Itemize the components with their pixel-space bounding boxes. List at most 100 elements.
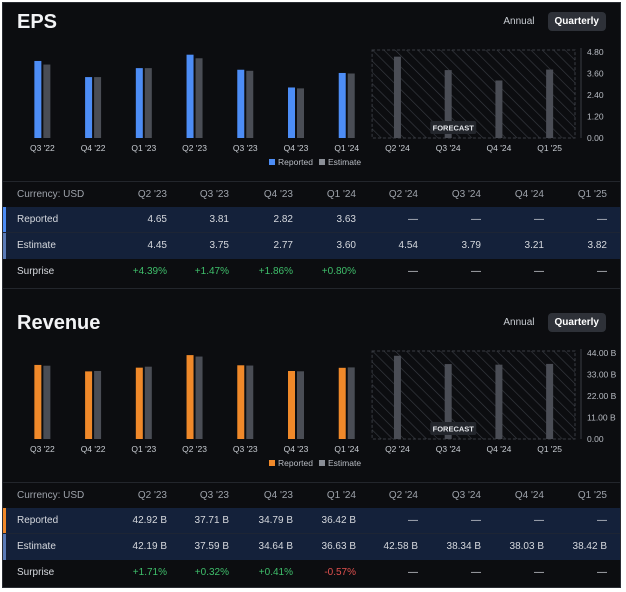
eps-x-tick-label: Q4 '23 [284,143,309,153]
eps-reported-bar [135,68,143,138]
eps-cell: 3.21 [524,240,544,251]
revenue-cell: — [534,567,544,578]
revenue-row-estimate: Estimate 42.19 B 37.59 B 34.64 B 36.63 B 42.5… [3,534,620,560]
eps-x-tick-label: Q1 '24 [334,143,359,153]
eps-y-tick-label: 0.00 [587,133,604,143]
revenue-reported-bar [85,371,93,439]
revenue-cell: -0.57% [324,567,356,578]
eps-title: EPS [17,11,58,33]
revenue-row-label: Surprise [17,567,55,578]
revenue-x-tick-label: Q2 '23 [182,444,207,454]
eps-reported-bar [288,87,295,138]
revenue-estimate-bar [347,367,355,439]
eps-estimate-bar [297,88,304,138]
eps-cell: 3.75 [209,240,229,251]
eps-column-header: Q1 '25 [577,189,607,200]
eps-reported-bar [186,54,194,138]
eps-x-tick-label: Q3 '24 [436,143,461,153]
revenue-cell: — [471,567,481,578]
eps-cell: 3.60 [336,240,356,251]
revenue-x-tick-label: Q1 '23 [131,444,156,454]
revenue-column-header: Q1 '24 [326,490,356,501]
eps-forecast-badge [430,121,477,134]
eps-cell: +4.39% [132,266,167,277]
eps-estimate-bar [195,58,203,139]
revenue-estimate-bar [297,371,304,439]
eps-cell: — [408,266,418,277]
eps-y-tick-label: 2.40 [587,90,604,100]
revenue-legend-reported-swatch [269,460,275,466]
revenue-cell: — [597,567,607,578]
eps-column-header: Q2 '24 [388,189,418,200]
eps-cell: — [471,266,481,277]
revenue-estimate-bar [195,356,203,439]
revenue-cell: — [408,515,418,526]
revenue-cell: 42.92 B [132,515,167,526]
revenue-quarterly-button[interactable]: Quarterly [547,313,606,332]
eps-legend-estimate-label: Estimate [328,157,361,167]
eps-cell: 4.54 [398,240,418,251]
revenue-forecast-badge [430,422,477,435]
eps-cell: — [597,214,607,225]
eps-legend-estimate-swatch [319,159,325,165]
eps-estimate-bar [495,80,503,138]
eps-y-tick-label: 1.20 [587,112,604,122]
revenue-estimate-bar [444,364,452,439]
eps-row-estimate: Estimate 4.45 3.75 2.77 3.60 4.54 3.79 3.21 3.82 [3,233,620,259]
revenue-legend-estimate-swatch [319,460,325,466]
revenue-period-toggle: Annual Quarterly [496,313,606,332]
eps-cell: 3.82 [587,240,607,251]
revenue-estimate-bar [246,365,254,439]
revenue-cell: — [534,515,544,526]
eps-cell: 2.82 [273,214,293,225]
revenue-legend-estimate-label: Estimate [328,458,361,468]
revenue-cell: 38.42 B [572,541,607,552]
eps-cell: 4.45 [147,240,167,251]
eps-currency-label: Currency: USD [17,189,85,200]
revenue-estimate-bar [393,355,401,439]
revenue-cell: +0.41% [258,567,293,578]
revenue-cell: 38.34 B [446,541,481,552]
revenue-cell: +0.32% [194,567,229,578]
revenue-panel: Revenue Annual Quarterly 44.00 B 33.00 B 2… [3,304,620,589]
eps-estimate-bar [347,73,355,138]
eps-panel: EPS Annual Quarterly 4.80 3.60 2.40 1.20 0.0… [3,3,620,288]
eps-cell: 3.81 [209,214,229,225]
eps-estimate-bar [393,56,401,138]
eps-x-tick-label: Q4 '22 [81,143,106,153]
eps-column-header: Q1 '24 [326,189,356,200]
eps-legend-reported-swatch [269,159,275,165]
revenue-x-tick-label: Q2 '24 [385,444,410,454]
revenue-cell: +1.71% [132,567,167,578]
eps-column-header: Q3 '24 [451,189,481,200]
eps-row-accent [3,207,6,232]
eps-table-header: Currency: USD Q2 '23 Q3 '23 Q4 '23 Q1 '24 Q2 … [3,181,620,207]
revenue-row-label: Estimate [17,541,56,552]
eps-cell: 4.65 [147,214,167,225]
revenue-column-header: Q3 '23 [199,490,229,501]
eps-estimate-bar [94,77,102,138]
eps-column-header: Q4 '23 [263,189,293,200]
revenue-estimate-bar [495,364,503,439]
revenue-x-tick-label: Q4 '23 [284,444,309,454]
eps-cell: 3.63 [336,214,356,225]
revenue-cell: 42.58 B [383,541,418,552]
eps-annual-button[interactable]: Annual [503,16,535,27]
revenue-cell: 42.19 B [132,541,167,552]
revenue-title: Revenue [17,312,101,334]
eps-cell: — [471,214,481,225]
eps-estimate-bar [546,69,554,138]
eps-row-label: Estimate [17,240,56,251]
revenue-annual-button[interactable]: Annual [503,317,535,328]
eps-quarterly-button[interactable]: Quarterly [547,12,606,31]
eps-cell: — [597,266,607,277]
revenue-x-tick-label: Q3 '23 [233,444,258,454]
revenue-column-header: Q4 '24 [514,490,544,501]
revenue-column-header: Q2 '23 [137,490,167,501]
earnings-widget: EPS Annual Quarterly 4.80 3.60 2.40 1.20 0.0… [2,2,621,588]
revenue-x-tick-label: Q3 '24 [436,444,461,454]
eps-forecast-label: FORECAST [433,124,475,133]
revenue-row-reported: Reported 42.92 B 37.71 B 34.79 B 36.42 B — — — — [3,508,620,534]
eps-cell: +1.47% [194,266,229,277]
revenue-row-accent [3,534,6,560]
